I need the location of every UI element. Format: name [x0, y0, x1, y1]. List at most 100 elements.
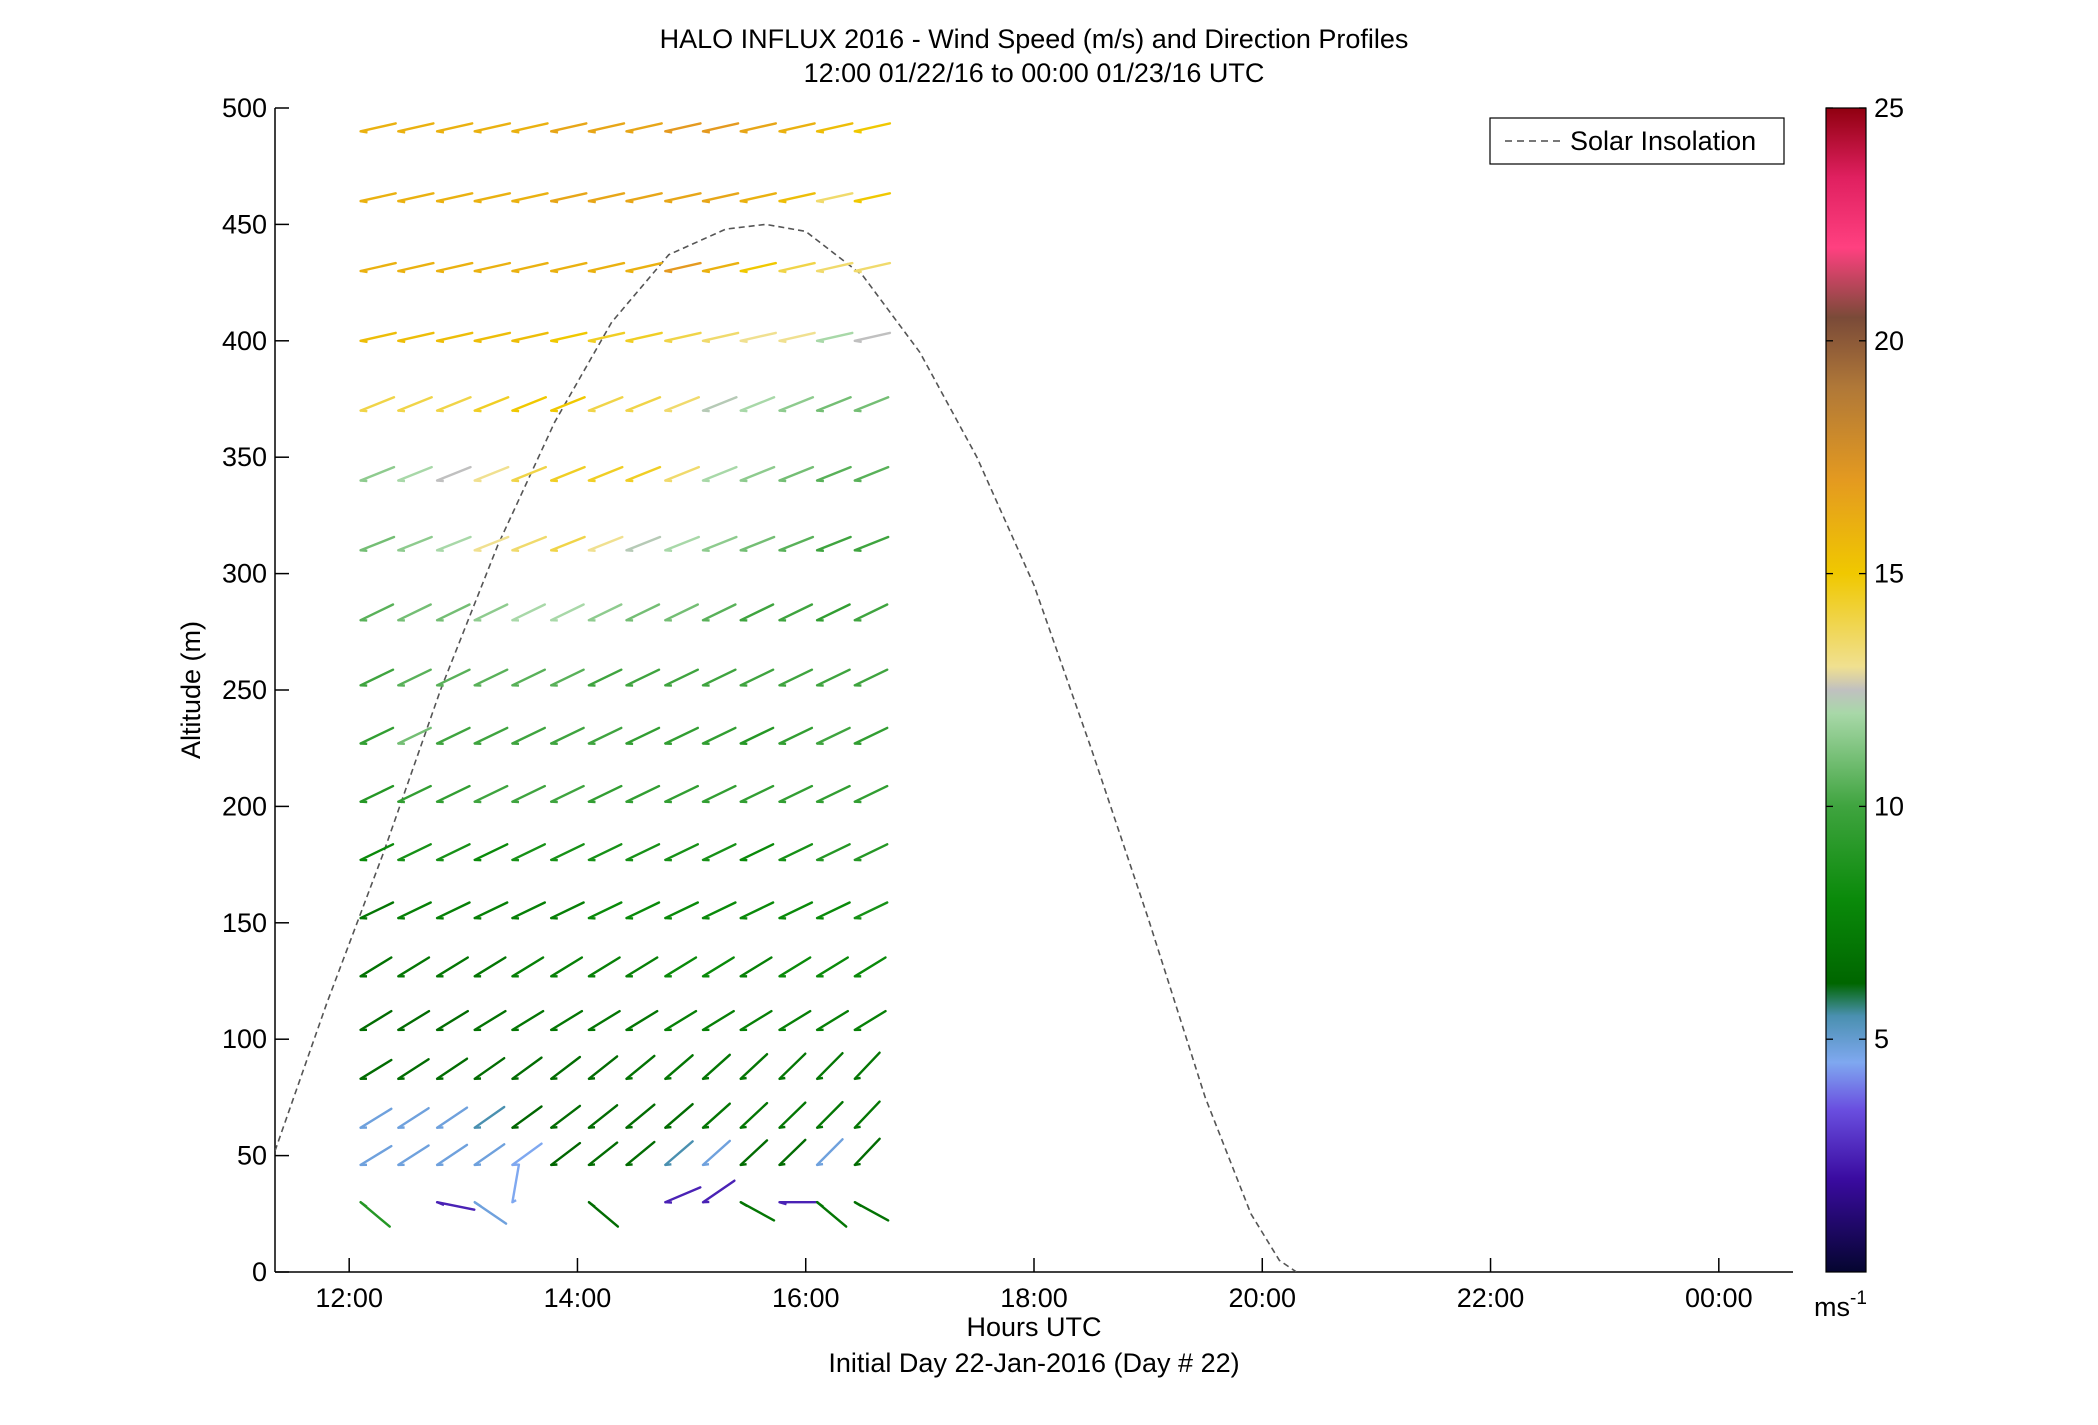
wind-barb — [397, 1106, 430, 1129]
barb-flag — [702, 409, 710, 413]
barb-shaft — [778, 956, 812, 978]
wind-barb — [778, 1138, 807, 1167]
y-axis-label: Altitude (m) — [176, 621, 206, 759]
wind-barb — [815, 396, 852, 413]
wind-barb — [435, 1057, 469, 1081]
barb-shaft — [739, 192, 777, 203]
barb-flag — [816, 1162, 824, 1167]
barb-flag — [816, 339, 825, 344]
wind-barb — [853, 261, 892, 274]
barb-shaft — [701, 726, 737, 745]
wind-barb — [550, 1104, 582, 1129]
wind-barb — [397, 1009, 431, 1032]
barb-flag — [665, 130, 673, 134]
barb-shaft — [739, 122, 777, 133]
wind-barb — [739, 192, 777, 204]
barb-flag — [665, 269, 673, 274]
barb-flag — [779, 130, 787, 134]
barb-flag — [626, 549, 634, 552]
wind-barb — [778, 784, 814, 804]
barb-flag — [779, 479, 787, 483]
wind-barb — [853, 1100, 881, 1129]
barb-shaft — [587, 726, 623, 745]
wind-barb — [664, 1186, 702, 1204]
barb-flag — [702, 1125, 710, 1129]
barb-shaft — [550, 1009, 584, 1032]
barb-shaft — [473, 956, 507, 978]
wind-barb — [435, 535, 472, 552]
wind-barb — [778, 1052, 807, 1081]
barb-shaft — [587, 603, 623, 622]
barb-shaft — [701, 1179, 736, 1204]
wind-barb — [778, 396, 815, 413]
barb-shaft — [359, 535, 396, 552]
barb-shaft — [587, 901, 623, 920]
barb-shaft — [815, 331, 854, 342]
wind-barb — [853, 956, 887, 978]
wind-barb — [435, 956, 469, 978]
wind-barb — [625, 122, 663, 134]
barb-shaft — [550, 396, 586, 412]
wind-barb — [359, 122, 397, 134]
barb-shaft — [587, 465, 624, 482]
barb-flag — [854, 339, 862, 344]
x-tick-label: 16:00 — [772, 1283, 840, 1313]
wind-barb — [701, 396, 738, 413]
barb-flag — [779, 199, 787, 204]
barb-flag — [588, 549, 596, 552]
wind-barb — [587, 603, 623, 622]
wind-barb — [778, 1009, 812, 1032]
barb-shaft — [435, 726, 471, 745]
barb-flag — [779, 549, 787, 552]
barb-flag — [512, 549, 520, 552]
barb-shaft — [739, 261, 777, 273]
barb-shaft — [397, 668, 432, 687]
barb-shaft — [625, 603, 661, 622]
wind-barb — [853, 603, 889, 622]
barb-flag — [626, 339, 634, 344]
barb-flag — [817, 479, 824, 483]
barb-shaft — [435, 465, 472, 482]
x-tick-label: 22:00 — [1457, 1283, 1525, 1313]
solar-insolation-curve — [275, 223, 1297, 1272]
barb-flag — [360, 409, 368, 413]
barb-flag — [854, 409, 862, 413]
wind-barb — [397, 668, 432, 687]
barb-shaft — [397, 956, 431, 978]
wind-barb — [435, 784, 471, 804]
wind-barb — [550, 1009, 584, 1032]
barb-shaft — [815, 956, 849, 978]
barb-flag — [665, 199, 673, 204]
barb-flag — [360, 199, 368, 204]
wind-barb — [625, 901, 661, 920]
barb-shaft — [550, 1141, 582, 1167]
barb-flag — [779, 409, 787, 413]
barb-shaft — [739, 396, 776, 412]
barb-shaft — [701, 843, 737, 862]
wind-barb — [359, 331, 397, 344]
barb-shaft — [435, 784, 471, 803]
wind-barb — [397, 726, 432, 745]
barb-shaft — [853, 1051, 881, 1081]
barb-shaft — [511, 901, 546, 920]
barb-shaft — [815, 122, 854, 133]
barb-shaft — [815, 535, 852, 552]
barb-shaft — [511, 396, 547, 412]
barb-shaft — [815, 901, 851, 920]
barb-flag — [551, 1126, 558, 1129]
legend: Solar Insolation — [1489, 117, 1785, 165]
barb-flag — [474, 1201, 482, 1208]
barb-shaft — [664, 784, 699, 803]
barb-shaft — [815, 1051, 844, 1081]
barb-shaft — [473, 901, 509, 920]
barb-shaft — [778, 1009, 812, 1032]
wind-barb — [739, 1009, 773, 1032]
wind-barb — [815, 1100, 844, 1129]
barb-flag — [779, 339, 787, 344]
wind-barb — [701, 535, 738, 552]
y-tick-label: 500 — [222, 93, 267, 123]
wind-barb — [359, 396, 396, 413]
barb-shaft — [550, 192, 588, 203]
barb-flag — [626, 1163, 633, 1167]
wind-barb — [739, 535, 776, 552]
